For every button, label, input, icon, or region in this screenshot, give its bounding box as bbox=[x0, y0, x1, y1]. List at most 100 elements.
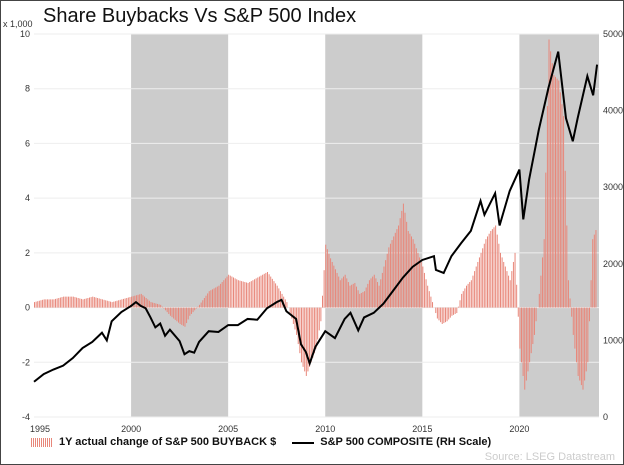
buyback-bar bbox=[302, 307, 304, 367]
buyback-bar bbox=[466, 285, 468, 308]
buyback-bar bbox=[469, 282, 471, 308]
buyback-bar bbox=[131, 296, 133, 308]
buyback-bar bbox=[391, 240, 393, 308]
buyback-bar bbox=[100, 298, 102, 308]
buyback-bar bbox=[205, 295, 207, 308]
buyback-bar bbox=[161, 306, 163, 308]
buyback-bar bbox=[252, 280, 254, 308]
buyback-bar bbox=[441, 307, 443, 324]
buyback-bar bbox=[249, 282, 251, 308]
buyback-bar bbox=[101, 299, 103, 308]
left-tick-label: -4 bbox=[22, 412, 30, 422]
buyback-bar bbox=[582, 307, 584, 390]
buyback-bar bbox=[82, 299, 84, 308]
buyback-bar bbox=[323, 270, 325, 308]
buyback-bar bbox=[564, 170, 566, 308]
buyback-bar bbox=[116, 300, 118, 308]
buyback-bar bbox=[503, 261, 505, 308]
buyback-bar bbox=[378, 285, 380, 308]
buyback-bar bbox=[511, 271, 513, 308]
buyback-bar bbox=[527, 307, 529, 372]
buyback-bar bbox=[148, 300, 150, 308]
buyback-bar bbox=[63, 296, 65, 308]
buyback-bar bbox=[260, 275, 262, 308]
buyback-bar bbox=[548, 39, 550, 308]
buyback-bar bbox=[233, 277, 235, 308]
buyback-bar bbox=[144, 296, 146, 308]
buyback-bar bbox=[194, 307, 196, 311]
buyback-bar bbox=[118, 300, 120, 308]
buyback-bar bbox=[322, 295, 324, 308]
buyback-bar bbox=[223, 280, 225, 308]
buyback-bar bbox=[90, 297, 92, 308]
buyback-bar bbox=[576, 307, 578, 363]
buyback-bar bbox=[325, 244, 327, 308]
buyback-bar bbox=[237, 280, 239, 308]
buyback-bar bbox=[231, 276, 233, 308]
buyback-bar bbox=[110, 301, 112, 308]
buyback-bar bbox=[38, 300, 40, 308]
buyback-bar bbox=[92, 296, 94, 308]
legend-bar-label: 1Y actual change of S&P 500 BUYBACK $ bbox=[59, 436, 277, 448]
right-tick-label: 0 bbox=[603, 412, 608, 422]
buyback-bar bbox=[37, 301, 39, 308]
buyback-bar bbox=[540, 275, 542, 308]
shaded-period bbox=[325, 34, 423, 417]
buyback-bar bbox=[266, 272, 268, 308]
buyback-bar bbox=[244, 282, 246, 308]
buyback-bar bbox=[595, 230, 597, 308]
buyback-bar bbox=[417, 252, 419, 308]
buyback-bar bbox=[72, 296, 74, 308]
buyback-bar bbox=[351, 284, 353, 308]
buyback-bar bbox=[533, 307, 535, 335]
buyback-bar bbox=[428, 291, 430, 308]
buyback-bar bbox=[554, 76, 556, 308]
buyback-bar bbox=[454, 307, 456, 314]
buyback-bar bbox=[461, 293, 463, 308]
buyback-bar bbox=[51, 299, 53, 308]
buyback-bar bbox=[419, 257, 421, 308]
buyback-bar bbox=[278, 288, 280, 308]
buyback-bar bbox=[487, 236, 489, 308]
buyback-bar bbox=[346, 278, 348, 308]
buyback-bar bbox=[530, 307, 532, 354]
buyback-bar bbox=[381, 272, 383, 308]
buyback-bar bbox=[160, 304, 162, 308]
buyback-bar bbox=[187, 307, 189, 320]
left-tick-label: 8 bbox=[25, 84, 30, 94]
buyback-bar bbox=[76, 297, 78, 308]
legend-bar-swatch bbox=[31, 438, 53, 447]
buyback-bar bbox=[572, 307, 574, 335]
buyback-bar bbox=[139, 294, 141, 308]
sp500-line bbox=[33, 51, 599, 383]
buyback-bar bbox=[283, 296, 285, 308]
buyback-bar bbox=[124, 298, 126, 308]
buyback-bar bbox=[59, 297, 61, 308]
buyback-bar bbox=[543, 239, 545, 308]
buyback-bar bbox=[496, 234, 498, 308]
buyback-bar bbox=[377, 282, 379, 308]
buyback-bar bbox=[258, 276, 260, 308]
buyback-bar bbox=[132, 296, 134, 308]
buyback-bar bbox=[551, 63, 553, 308]
buyback-bar bbox=[538, 293, 540, 308]
buyback-bar bbox=[495, 225, 497, 308]
buyback-bar bbox=[79, 298, 81, 308]
buyback-bar bbox=[239, 280, 241, 308]
legend-line-swatch bbox=[292, 441, 315, 444]
buyback-bar bbox=[313, 307, 315, 354]
buyback-bar bbox=[255, 278, 257, 308]
buyback-bar bbox=[176, 307, 178, 322]
buyback-bar bbox=[522, 307, 524, 376]
buyback-bar bbox=[77, 297, 79, 308]
buyback-bar bbox=[268, 274, 270, 308]
buyback-bar bbox=[440, 307, 442, 323]
buyback-bar bbox=[542, 257, 544, 308]
buyback-bar bbox=[202, 300, 204, 308]
buyback-bar bbox=[402, 203, 404, 308]
buyback-bar bbox=[559, 92, 561, 308]
buyback-bar bbox=[435, 307, 437, 314]
shaded-period bbox=[131, 34, 229, 417]
buyback-bar bbox=[273, 281, 275, 308]
buyback-bar bbox=[512, 261, 514, 308]
